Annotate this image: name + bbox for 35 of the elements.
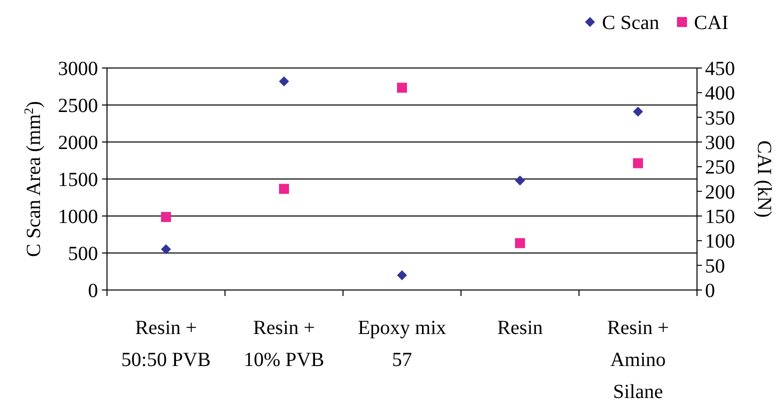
y2-tick-label: 450 [705,58,735,80]
point [633,106,643,117]
point [397,82,407,93]
x-tick-label: Epoxy mix 57 [358,317,446,371]
y2-tick-label: 100 [705,230,735,253]
legend-label: CAI [694,12,728,34]
y2-axis-title: CAI (kN) [753,140,775,218]
y-tick-label: 3000 [58,58,98,80]
y-tick-label: 2500 [58,95,98,117]
point [279,76,289,86]
y2-tick-label: 150 [705,206,735,228]
y2-tick-label: 300 [705,132,735,154]
y-tick-label: 500 [68,243,98,265]
x-tick-label: Resin + 10% PVB [244,317,324,371]
point [633,158,643,168]
y-tick-label: 1000 [58,206,98,228]
point [161,244,171,254]
y2-tick-label: 50 [705,255,725,278]
y-tick-label: 0 [88,280,98,302]
y2-tick-label: 0 [705,280,715,302]
point [397,270,407,280]
x-tick-label: Resin [497,317,543,339]
x-tick-label: Resin + 50:50 PVB [121,317,211,371]
y-tick-label: 1500 [58,169,98,191]
y2-tick-label: 350 [705,107,735,130]
legend-label: C Scan [602,12,660,34]
point [279,184,289,194]
point [515,175,525,186]
y2-tick-label: 200 [705,181,735,204]
y-tick-label: 2000 [58,132,98,154]
y2-tick-label: 250 [705,156,735,179]
x-tick-label: Resin + Amino Silane [607,317,669,403]
point [161,212,171,222]
point [515,238,525,248]
y2-tick-label: 400 [705,82,735,105]
